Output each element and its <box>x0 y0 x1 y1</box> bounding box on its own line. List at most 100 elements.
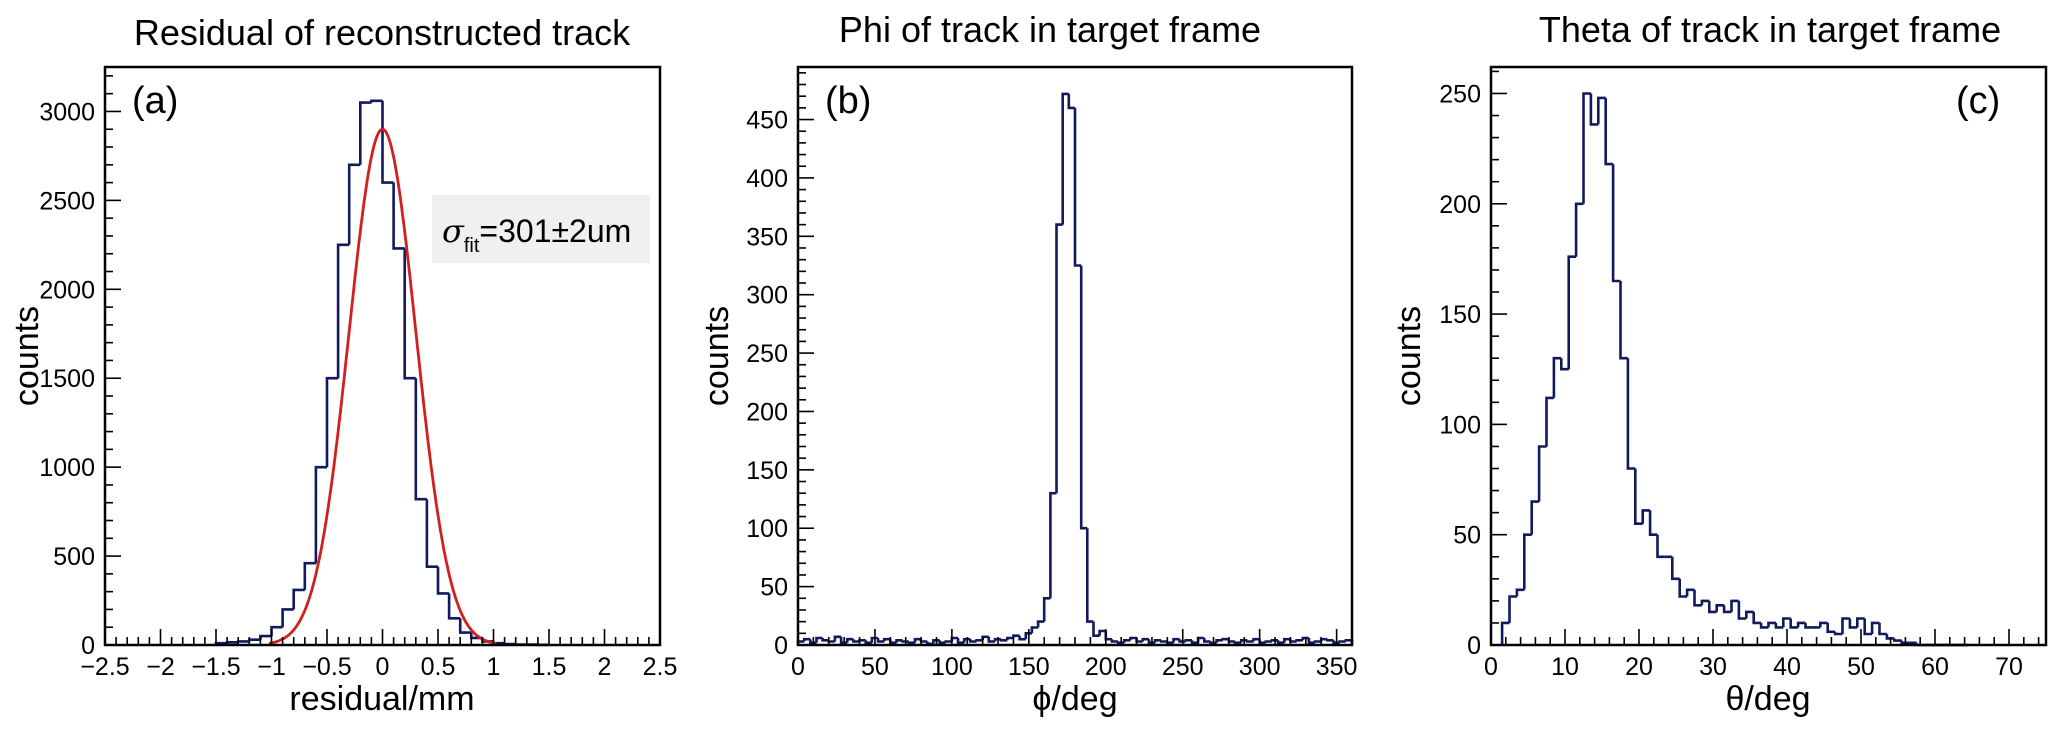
histogram-bin <box>425 499 438 568</box>
histogram-bin <box>1344 639 1352 642</box>
histogram-bin <box>1708 600 1717 614</box>
histogram-bin <box>999 639 1008 642</box>
histogram-bin <box>1079 265 1088 530</box>
histogram-bin <box>1678 578 1688 598</box>
histogram-bin <box>1900 640 1910 645</box>
histogram-bin <box>1656 534 1665 559</box>
histogram-bin <box>1270 639 1279 642</box>
y-tick-label: 150 <box>1439 301 1481 329</box>
histogram-bin <box>1326 639 1334 642</box>
histogram-bin <box>938 640 946 644</box>
histogram-bin <box>1036 620 1045 628</box>
histogram-bin <box>1582 92 1591 204</box>
histogram-bin <box>1523 533 1532 590</box>
y-tick-label: 500 <box>53 543 95 571</box>
histogram-bin <box>1737 600 1747 620</box>
histogram-bin <box>1848 618 1858 629</box>
gaussian-fit-curve <box>268 127 497 645</box>
y-tick-label: 1000 <box>39 454 95 482</box>
histogram-bin <box>403 248 416 380</box>
x-tick-label: 300 <box>1239 653 1281 681</box>
histogram-bin <box>901 640 909 643</box>
fit-layer <box>268 127 497 645</box>
x-tick-label: 0 <box>791 653 805 681</box>
histogram-bin <box>1110 639 1119 643</box>
x-tick-label: 10 <box>1551 653 1579 681</box>
histogram-bin <box>1178 639 1186 643</box>
histogram-bin <box>1283 637 1291 643</box>
ticks-layer: 0 10 20 30 40 50 60 70 0 50 100 150 200 250 <box>1439 70 2040 681</box>
x-tick-label: 350 <box>1316 653 1358 681</box>
histogram-bin <box>1508 595 1517 623</box>
histogram-bin <box>987 636 995 643</box>
histogram-bin <box>359 101 372 165</box>
y-axis-label: counts <box>8 306 46 406</box>
histogram-bin <box>1172 637 1180 643</box>
histogram-bin <box>1819 621 1828 628</box>
x-axis-label: θ/deg <box>1725 680 1810 718</box>
histogram-bin <box>975 639 983 642</box>
histogram-bin <box>1589 93 1599 126</box>
x-tick-label: 50 <box>861 653 889 681</box>
histogram-bin <box>1215 639 1223 643</box>
histogram-bin <box>932 639 940 644</box>
histogram-bin <box>458 618 472 634</box>
histogram-bin <box>1122 639 1131 643</box>
x-tick-label: 0 <box>376 653 390 681</box>
chart-title: Theta of track in target frame <box>1539 9 2001 50</box>
histogram-bin <box>1685 588 1695 597</box>
y-tick-label: 0 <box>1467 632 1481 660</box>
histogram-bin <box>1233 641 1242 644</box>
panel-theta: Theta of track in target frame 0 10 20 30 40… <box>1390 9 2048 718</box>
histogram-bin <box>1227 639 1235 643</box>
histogram-bin <box>1597 96 1606 125</box>
x-tick-label: 1 <box>487 653 501 681</box>
x-axis-label: residual/mm <box>289 680 474 718</box>
x-tick-label: 40 <box>1773 653 1801 681</box>
histogram-bin <box>336 243 350 379</box>
panel-residual: Residual of reconstructed track −2.5 −2 −1… <box>8 12 677 718</box>
histogram-bin <box>1715 604 1725 612</box>
stats-value: =301±2um <box>479 213 631 249</box>
histogram-bin <box>1184 639 1192 642</box>
histogram-bin <box>907 641 915 644</box>
x-tick-label: 2 <box>598 653 612 681</box>
chart-title: Residual of reconstructed track <box>134 12 631 53</box>
x-tick-label: 150 <box>1008 653 1050 681</box>
y-tick-label: 200 <box>1439 191 1481 219</box>
histogram-bin <box>1295 639 1303 642</box>
x-tick-label: 30 <box>1699 653 1727 681</box>
histogram-bin <box>1634 468 1643 525</box>
histogram-bin <box>1239 639 1248 643</box>
y-tick-label: 0 <box>774 632 788 660</box>
y-tick-label: 250 <box>1439 80 1481 108</box>
histogram-bin <box>1545 396 1554 447</box>
histogram-bin <box>1841 617 1850 634</box>
histogram-bin <box>1856 617 1865 628</box>
histogram-bin <box>1264 640 1272 643</box>
ticks-layer: 0 50 100 150 200 250 300 350 0 50 100 150 200 250 300 3… <box>746 72 1358 681</box>
histogram-bin <box>1626 358 1636 470</box>
stats-box-text: σfit=301±2um <box>442 212 631 257</box>
histogram-bin <box>1159 640 1168 643</box>
x-tick-label: 1.5 <box>532 653 567 681</box>
y-tick-label: 2000 <box>39 276 95 304</box>
histogram-bin <box>1332 640 1340 644</box>
y-tick-label: 100 <box>746 515 788 543</box>
histogram-bin <box>1789 618 1799 629</box>
histogram-bin <box>236 640 250 643</box>
y-tick-label: 250 <box>746 340 788 368</box>
histogram-bin <box>864 640 872 644</box>
stats-symbol: σ <box>442 212 465 250</box>
x-tick-label: 20 <box>1625 653 1653 681</box>
x-tick-label: 0.5 <box>421 653 456 681</box>
plot-frame <box>1489 65 2048 647</box>
histogram-bin <box>370 99 383 103</box>
histogram-bin <box>1878 622 1887 636</box>
histogram-bin <box>1141 637 1149 642</box>
histogram-layer <box>214 99 551 647</box>
histogram-bin <box>1574 202 1584 257</box>
histogram-bin <box>436 566 450 595</box>
histogram-bin <box>1893 638 1902 642</box>
panel-phi: Phi of track in target frame 0 50 100 150 20… <box>698 9 1357 718</box>
